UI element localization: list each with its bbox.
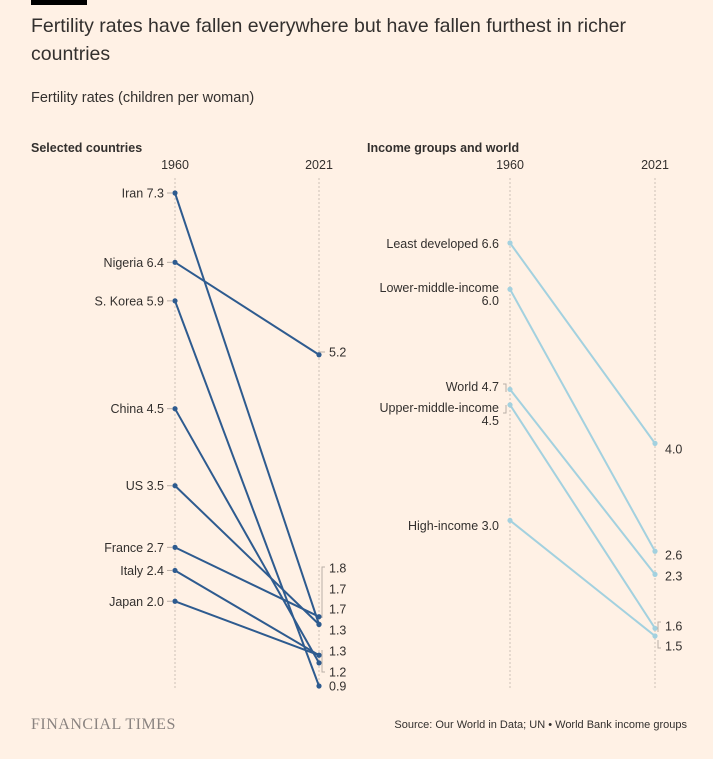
end-label-income-4: 1.5: [665, 640, 682, 654]
end-label-5: 1.3: [329, 645, 346, 659]
series-line-us: [174, 484, 320, 626]
start-label-nigeria: Nigeria 6.4: [104, 256, 164, 270]
right-panel-title: Income groups and world: [367, 141, 519, 155]
point-high-income-1960: [507, 517, 513, 524]
point-lower-middle-income-2021: [652, 548, 658, 554]
chart-subtitle: Fertility rates (children per woman): [31, 90, 255, 106]
end-bracket-high-income: [657, 640, 661, 649]
point-s-korea-2021: [316, 683, 322, 689]
point-world-1960: [507, 386, 513, 393]
series-line-nigeria: [174, 261, 320, 356]
start-label-s-korea: S. Korea 5.9: [95, 294, 165, 308]
left-panel-title: Selected countries: [31, 141, 142, 155]
series-line-lower-middle-income: [509, 288, 656, 552]
point-france-1960: [172, 544, 178, 550]
point-china-1960: [172, 406, 178, 412]
start-label-france: France 2.7: [104, 541, 164, 555]
end-label-2: 1.7: [329, 583, 346, 597]
point-world-2021: [652, 571, 658, 577]
start-label-6-0: 6.0: [482, 294, 499, 308]
source-note: Source: Our World in Data; UN • World Ba…: [394, 719, 687, 731]
end-label-0: 5.2: [329, 346, 346, 360]
end-label-6: 1.2: [329, 666, 346, 680]
point-least-developed-2021: [652, 440, 658, 446]
start-label-least-developed-6-6: Least developed 6.6: [386, 237, 499, 251]
point-italy-1960: [172, 567, 178, 574]
chart-title: Fertility rates have fallen everywhere b…: [31, 15, 627, 65]
end-label-4: 1.3: [329, 624, 346, 638]
point-china-2021: [316, 660, 322, 666]
right-axis-label-2021: 2021: [641, 158, 669, 172]
point-france-2021: [316, 614, 322, 620]
start-bracket-upper-middle: [503, 405, 507, 414]
ft-accent-bar: [31, 0, 87, 5]
end-label-3: 1.7: [329, 603, 346, 617]
start-label-upper-middle-income: Upper-middle-income: [380, 401, 500, 415]
start-label-lower-middle-income: Lower-middle-income: [380, 281, 500, 295]
start-label-world-4-7: World 4.7: [446, 380, 499, 394]
start-label-china: China 4.5: [110, 402, 164, 416]
point-least-developed-1960: [507, 240, 513, 246]
series-line-upper-middle-income: [509, 404, 656, 629]
point-iran-1960: [172, 190, 178, 196]
point-nigeria-2021: [316, 352, 322, 358]
right-axis-label-1960: 1960: [496, 158, 524, 172]
series-line-high-income: [509, 519, 656, 637]
start-label-high-income-3-0: High-income 3.0: [408, 519, 499, 533]
point-nigeria-1960: [172, 259, 178, 265]
left-axis-label-1960: 1960: [161, 158, 189, 172]
series-line-china: [174, 408, 320, 664]
end-bracket-bottom: [321, 650, 325, 673]
start-label-4-5: 4.5: [482, 414, 499, 428]
end-bracket-top: [321, 566, 325, 618]
point-us-1960: [172, 483, 178, 489]
point-japan-1960: [172, 598, 178, 604]
end-label-income-2: 2.3: [665, 570, 682, 584]
end-label-1: 1.8: [329, 562, 346, 576]
point-upper-middle-income-1960: [507, 402, 513, 408]
start-label-italy: Italy 2.4: [120, 564, 164, 578]
end-label-income-3: 1.6: [665, 620, 682, 634]
series-line-iran: [174, 192, 320, 625]
point-japan-2021: [316, 652, 322, 658]
series-line-italy: [174, 569, 320, 657]
start-label-iran: Iran 7.3: [122, 187, 164, 201]
point-lower-middle-income-1960: [507, 286, 513, 292]
point-upper-middle-income-2021: [652, 625, 658, 631]
start-label-us: US 3.5: [126, 479, 164, 493]
end-label-income-1: 2.6: [665, 549, 682, 563]
series-line-least-developed: [509, 242, 656, 444]
start-bracket-world: [503, 383, 507, 392]
series-line-france: [174, 546, 320, 618]
series-line-japan: [174, 600, 320, 657]
end-label-income-0: 4.0: [665, 443, 682, 457]
point-high-income-2021: [652, 633, 658, 639]
end-label-7: 0.9: [329, 680, 346, 694]
end-bracket-upper-middle: [657, 621, 661, 632]
brand-logo: FINANCIAL TIMES: [31, 716, 176, 733]
start-label-japan: Japan 2.0: [109, 595, 164, 609]
point-us-2021: [316, 621, 322, 627]
left-axis-label-2021: 2021: [305, 158, 333, 172]
point-s-korea-1960: [172, 298, 178, 304]
series-line-world: [509, 388, 656, 575]
